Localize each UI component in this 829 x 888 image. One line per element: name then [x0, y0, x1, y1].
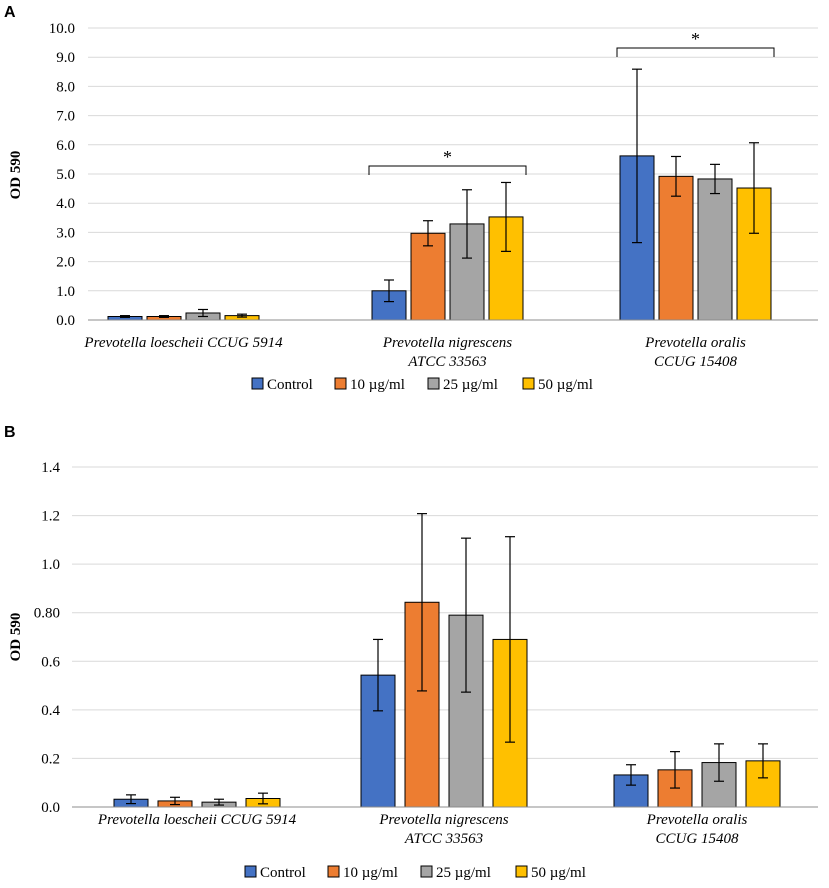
y-tick-label: 7.0: [56, 109, 75, 125]
panel-b-letter: B: [4, 424, 16, 441]
significance-star: *: [691, 29, 700, 49]
significance-bracket: [616, 47, 775, 57]
bar: [697, 178, 733, 321]
panel-a-gridlines: [88, 27, 818, 292]
legend-label: Control: [267, 377, 313, 393]
panel-a-letter: A: [4, 4, 16, 21]
panel-a-bars: [107, 155, 772, 321]
legend-swatch: [515, 865, 528, 878]
category-label: Prevotella nigrescens: [382, 335, 512, 351]
category-label: CCUG 15408: [656, 831, 739, 847]
y-tick-label: 0.4: [41, 703, 60, 719]
legend-label: Control: [260, 865, 306, 881]
panel-b-error-bars: [126, 513, 768, 806]
y-tick-label: 9.0: [56, 50, 75, 66]
panel-a-y-axis-title: OD 590: [8, 151, 24, 200]
category-label: CCUG 15408: [654, 354, 737, 370]
legend-swatch: [327, 865, 340, 878]
legend-swatch: [334, 377, 347, 390]
y-tick-label: 0.0: [41, 800, 60, 816]
panel-a-legend: Control 10 µg/ml 25 µg/ml 50 µg/ml: [251, 377, 593, 393]
y-tick-label: 8.0: [56, 79, 75, 95]
legend-label: 50 µg/ml: [531, 865, 586, 881]
y-tick-label: 6.0: [56, 138, 75, 154]
legend-swatch: [251, 377, 264, 390]
panel-b-y-tick-labels: 0.0 0.2 0.4 0.6 0.80 1.0 1.2 1.4: [34, 460, 61, 816]
y-tick-label: 5.0: [56, 167, 75, 183]
legend-swatch: [420, 865, 433, 878]
significance-star: *: [443, 147, 452, 167]
panel-a-category-labels: Prevotella loescheii CCUG 5914 Prevotella…: [83, 335, 746, 370]
y-tick-label: 0.6: [41, 654, 60, 670]
legend-label: 25 µg/ml: [436, 865, 491, 881]
bar: [658, 175, 694, 321]
y-tick-label: 2.0: [56, 255, 75, 271]
y-tick-label: 0.2: [41, 751, 60, 767]
panel-b-y-axis-title: OD 590: [8, 613, 24, 662]
panel-a-y-tick-labels: 0.0 1.0 2.0 3.0 4.0 5.0 6.0 7.0 8.0 9.0 10.0: [49, 21, 75, 329]
panel-a: A 0.0 1.0 2.0 3.0 4.0 5.0 6.0 7.0 8.0 9.0 10.0 OD …: [4, 4, 818, 393]
legend-label: 50 µg/ml: [538, 377, 593, 393]
category-label: Prevotella oralis: [644, 335, 746, 351]
legend-label: 10 µg/ml: [350, 377, 405, 393]
legend-swatch: [244, 865, 257, 878]
y-tick-label: 10.0: [49, 21, 75, 37]
panel-a-error-bars: [120, 68, 759, 318]
legend-label: 10 µg/ml: [343, 865, 398, 881]
y-tick-label: 3.0: [56, 225, 75, 241]
panel-b: B 0.0 0.2 0.4 0.6 0.80 1.0 1.2 1.4 OD 590 Prevo…: [4, 424, 818, 881]
legend-label: 25 µg/ml: [443, 377, 498, 393]
category-label: ATCC 33563: [407, 354, 486, 370]
panel-b-legend: Control 10 µg/ml 25 µg/ml 50 µg/ml: [244, 865, 586, 881]
legend-swatch: [522, 377, 535, 390]
y-tick-label: 1.0: [56, 284, 75, 300]
y-tick-label: 0.0: [56, 313, 75, 329]
significance-bracket: [368, 165, 527, 175]
panel-b-gridlines: [72, 466, 818, 759]
panel-b-category-labels: Prevotella loescheii CCUG 5914 Prevotella…: [97, 812, 748, 847]
panel-a-significance: **: [368, 29, 775, 175]
category-label: Prevotella loescheii CCUG 5914: [97, 812, 297, 828]
y-tick-label: 1.0: [41, 557, 60, 573]
panel-b-bars: [113, 601, 781, 808]
legend-swatch: [427, 377, 440, 390]
category-label: Prevotella nigrescens: [378, 812, 508, 828]
y-tick-label: 4.0: [56, 196, 75, 212]
category-label: Prevotella loescheii CCUG 5914: [83, 335, 283, 351]
category-label: ATCC 33563: [404, 831, 483, 847]
y-tick-label: 1.2: [41, 509, 60, 525]
y-tick-label: 0.80: [34, 606, 60, 622]
category-label: Prevotella oralis: [646, 812, 748, 828]
y-tick-label: 1.4: [41, 460, 60, 476]
